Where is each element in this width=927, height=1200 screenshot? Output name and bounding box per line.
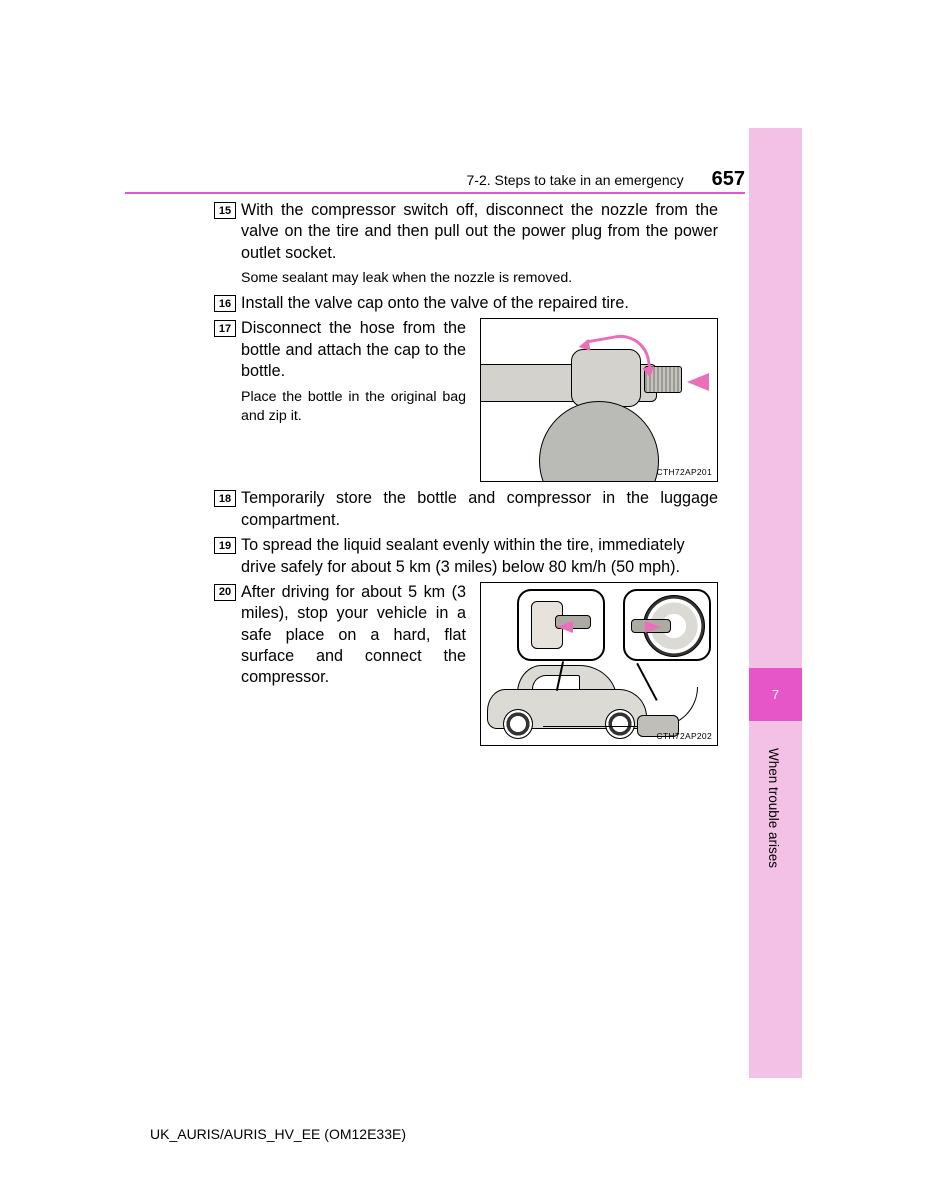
step-15: 15 With the compressor switch off, disco… (214, 200, 718, 289)
step-18: 18 Temporarily store the bottle and comp… (214, 488, 718, 531)
figure-bottle-cap: CTH72AP201 (480, 318, 718, 482)
step-text: After driving for about 5 km (3 miles), … (241, 582, 466, 689)
arrow-icon (645, 621, 661, 633)
step-number-box: 18 (214, 490, 236, 507)
chapter-title-vertical: When trouble arises (766, 748, 781, 868)
callout-power-outlet (517, 589, 605, 661)
document-id-footer: UK_AURIS/AURIS_HV_EE (OM12E33E) (150, 1126, 406, 1142)
step-text: Install the valve cap onto the valve of … (241, 293, 718, 314)
step-number-box: 20 (214, 584, 236, 601)
step-19: 19 To spread the liquid sealant evenly w… (214, 535, 718, 578)
step-text: To spread the liquid sealant evenly with… (241, 535, 718, 578)
page-header: 7-2. Steps to take in an emergency 657 (125, 168, 745, 191)
step-text: With the compressor switch off, disconne… (241, 200, 718, 264)
arrow-icon (687, 373, 709, 391)
section-heading: 7-2. Steps to take in an emergency (467, 172, 684, 188)
figure-id: CTH72AP202 (657, 731, 712, 741)
step-text: Disconnect the hose from the bottle and … (241, 318, 466, 382)
page-number: 657 (712, 168, 745, 191)
callout-tire-valve (623, 589, 711, 661)
header-rule (125, 192, 745, 194)
step-number-box: 15 (214, 202, 236, 219)
step-note: Place the bottle in the original bag and… (241, 388, 466, 428)
figure-id: CTH72AP201 (657, 467, 712, 477)
figure-car-compressor: CTH72AP202 (480, 582, 718, 746)
arrow-icon (557, 621, 573, 633)
chapter-tab-dark: 7 (749, 668, 802, 721)
step-number-box: 17 (214, 320, 236, 337)
step-number-box: 19 (214, 537, 236, 554)
chapter-number: 7 (772, 687, 779, 702)
step-note: Some sealant may leak when the nozzle is… (241, 269, 718, 289)
step-17: 17 Disconnect the hose from the bottle a… (214, 318, 718, 482)
step-20: 20 After driving for about 5 km (3 miles… (214, 582, 718, 746)
chapter-tab-light (749, 128, 802, 1078)
step-16: 16 Install the valve cap onto the valve … (214, 293, 718, 314)
step-number-box: 16 (214, 295, 236, 312)
content-area: 15 With the compressor switch off, disco… (214, 200, 718, 750)
step-text: Temporarily store the bottle and compres… (241, 488, 718, 531)
